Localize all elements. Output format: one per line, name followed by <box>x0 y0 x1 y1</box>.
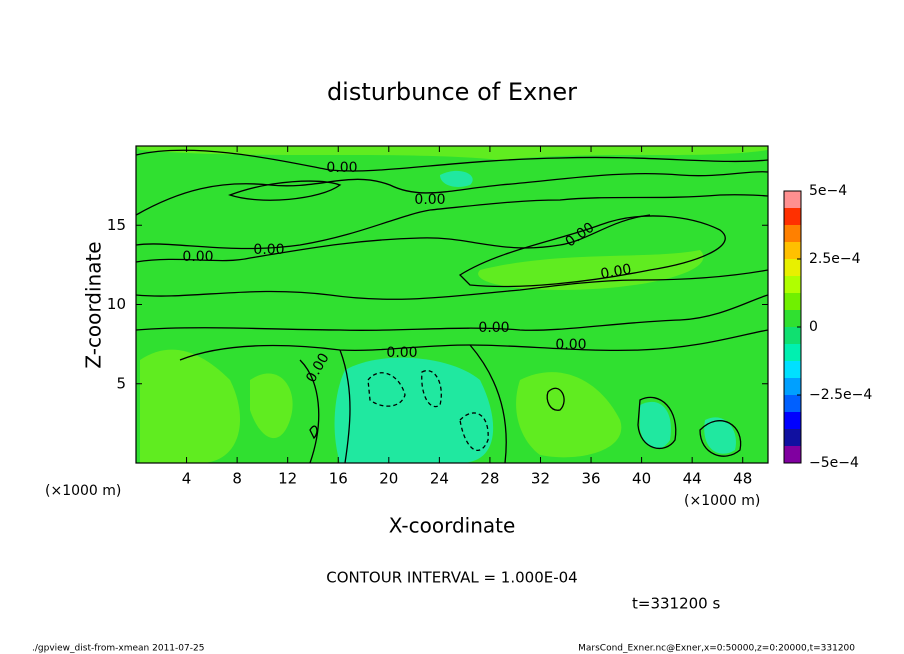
x-tick-label: 16 <box>329 470 348 488</box>
x-tick-label: 12 <box>278 470 297 488</box>
y-axis-label: Z-coordinate <box>82 241 106 368</box>
x-tick-label: 36 <box>581 470 600 488</box>
contour-interval: CONTOUR INTERVAL = 1.000E-04 <box>326 569 577 587</box>
colorbar-tick-label: 0 <box>809 319 818 335</box>
y-tick-label: 5 <box>116 374 126 392</box>
x-tick-label: 40 <box>632 470 651 488</box>
colorbar-tick-label: 5e−4 <box>809 183 847 199</box>
y-tick-label: 15 <box>107 216 126 234</box>
field <box>136 146 768 463</box>
colorbar-segment <box>784 293 801 310</box>
x-tick-label: 4 <box>182 470 192 488</box>
contour-label: 0.00 <box>253 242 284 258</box>
colorbar-segment <box>784 327 801 344</box>
x-tick-label: 24 <box>430 470 449 488</box>
colorbar-tick-label: −5e−4 <box>809 455 859 471</box>
colorbar-segment <box>784 395 801 412</box>
x-tick-label: 44 <box>683 470 702 488</box>
colorbar-segment <box>784 225 801 242</box>
x-tick-label: 32 <box>531 470 550 488</box>
colorbar-segment <box>784 446 801 463</box>
colorbar-segment <box>784 344 801 361</box>
colorbar-tick-label: 2.5e−4 <box>809 251 861 267</box>
colorbar-segment <box>784 191 801 208</box>
y-tick-label: 10 <box>107 295 126 313</box>
x-tick-label: 8 <box>232 470 242 488</box>
time-label: t=331200 s <box>632 595 720 613</box>
contour-label: 0.00 <box>478 320 509 336</box>
x-tick-label: 48 <box>733 470 752 488</box>
x-unit-label: (×1000 m) <box>684 493 760 509</box>
colorbar-segment <box>784 378 801 395</box>
x-unit-label: (×1000 m) <box>45 483 121 499</box>
contour-label: 0.00 <box>599 261 632 282</box>
colorbar-segment <box>784 361 801 378</box>
footer-right: MarsCond_Exner.nc@Exner,x=0:50000,z=0:20… <box>578 644 855 654</box>
colorbar-segment <box>784 208 801 225</box>
field-negative-patches <box>334 170 736 463</box>
x-tick-label: 20 <box>379 470 398 488</box>
colorbar-tick-label: −2.5e−4 <box>809 387 872 403</box>
contour-label: 0.00 <box>326 160 357 176</box>
colorbar-segment <box>784 242 801 259</box>
colorbar-segment <box>784 276 801 293</box>
contour-label: 0.00 <box>414 192 445 208</box>
x-axis-label: X-coordinate <box>389 514 516 538</box>
chart-title: disturbunce of Exner <box>327 78 577 106</box>
colorbar-segment <box>784 310 801 327</box>
colorbar-segment <box>784 412 801 429</box>
contour-label: 0.00 <box>386 345 417 361</box>
contour-label: 0.00 <box>182 249 213 265</box>
contour-label: 0.00 <box>555 337 586 353</box>
colorbar-segment <box>784 259 801 276</box>
contour-lines <box>136 149 768 463</box>
colorbar-segment <box>784 429 801 446</box>
x-tick-label: 28 <box>480 470 499 488</box>
footer-left: ./gpview_dist-from-xmean 2011-07-25 <box>32 644 204 654</box>
